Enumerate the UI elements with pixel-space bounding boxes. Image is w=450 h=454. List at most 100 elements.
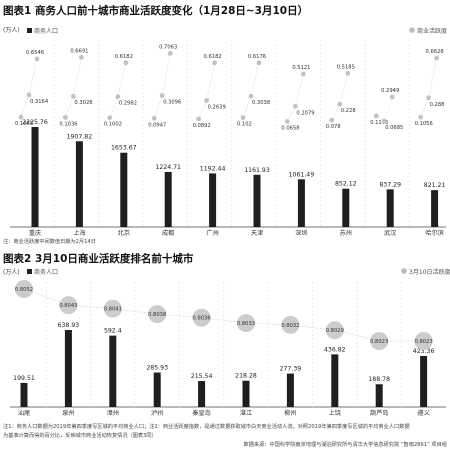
- chart2-bar-遵义: [420, 355, 428, 407]
- chart2-category-label: 泸州: [151, 409, 163, 417]
- chart2-bar-label: 188.78: [368, 376, 390, 383]
- chart1-activity-point: [107, 115, 113, 121]
- chart1-activity-label: 0.1065: [15, 121, 33, 127]
- chart1-legend-dot-swatch: [409, 27, 415, 33]
- chart1-activity-point: [256, 60, 262, 66]
- chart1-bar-武汉: [386, 189, 394, 227]
- chart1-activity-point: [345, 70, 351, 76]
- chart1-activity-label: 0.2639: [208, 104, 226, 110]
- chart1-activity-label: 0.0892: [193, 123, 211, 129]
- chart1-activity-label: 0.102: [237, 122, 252, 128]
- chart2-bar-label: 199.51: [13, 375, 35, 382]
- chart1-bar-广州: [209, 173, 217, 227]
- chart1-bar-label: 1907.82: [67, 133, 93, 140]
- chart2-bar-label: 215.54: [191, 373, 213, 380]
- chart1-activity-label: 0.1176: [370, 120, 388, 126]
- chart1-activity-point: [115, 94, 121, 100]
- chart1-bar-成都: [164, 171, 172, 227]
- chart1-bar-label: 837.29: [379, 181, 401, 188]
- chart1-category-label: 广州: [206, 229, 218, 237]
- chart1-activity-point: [240, 115, 246, 120]
- chart1-activity-point: [212, 60, 218, 66]
- chart1-activity-label: 0.6182: [115, 54, 133, 60]
- chart2-activity-line: [23, 288, 424, 342]
- chart2-activity-label: 0.8038: [148, 312, 166, 318]
- chart2-activity-label: 0.8033: [237, 321, 255, 327]
- chart1-activity-point: [301, 71, 306, 77]
- chart1-activity-line: [242, 62, 260, 118]
- chart2-legend-dot-swatch: [401, 268, 407, 274]
- chart1-activity-point: [389, 94, 395, 100]
- chart1-activity-point: [381, 118, 387, 124]
- chart1-activity-point: [329, 117, 335, 123]
- chart2-bar-label: 436.82: [324, 346, 346, 353]
- chart1-activity-point: [34, 56, 40, 62]
- chart2-category-label: 遵义: [417, 409, 429, 417]
- chart1-activity-line: [198, 62, 215, 120]
- chart1-activity-point: [248, 93, 254, 99]
- chart1-bar-label: 1061.49: [289, 171, 315, 178]
- chart2-activity-point: [148, 305, 167, 324]
- chart1-legend-bar: 商务人口: [34, 27, 58, 35]
- chart2-source: 数据来源：中国科学院南京地理与湖泊研究所与清华大学信息研究院 “智南2861” …: [244, 440, 447, 448]
- chart1-bar-重庆: [31, 127, 39, 227]
- chart1-activity-label: 0.3164: [30, 99, 49, 105]
- chart2-note-line1: 注1：商务人口数据为2019年第四季度写区城的平均商业人口；注2：商业活跃度指数…: [3, 422, 410, 430]
- chart1-activity-point: [373, 113, 379, 119]
- chart2-activity-label: 0.8036: [193, 316, 211, 322]
- chart2-legend-bar-swatch: [27, 269, 32, 274]
- chart1-activity-label: 0.6628: [426, 49, 444, 55]
- chart1-activity-point: [293, 103, 298, 109]
- chart2-category-label: 泉州: [62, 409, 74, 417]
- chart2-bar-湛江: [242, 380, 250, 407]
- chart1-activity-label: 0.5185: [337, 64, 355, 70]
- chart1-legend-dot: 商业活跃度: [417, 27, 447, 35]
- chart1-activity-line: [331, 73, 349, 121]
- chart1-activity-label: 0.6176: [248, 54, 266, 60]
- chart2-category-label: 秦皇岛: [192, 409, 211, 417]
- chart2-bar-柳州: [286, 373, 294, 407]
- chart1-note: 注：商业活跃度中间数值日期为2月14日: [3, 237, 96, 245]
- chart1-activity-label: 0.3096: [163, 100, 181, 106]
- chart2-note-line2: 为基准计算而得的百分比，反映城市商业活动恢复情况（图表3同）: [3, 431, 157, 439]
- chart2-activity-label: 0.8023: [370, 339, 388, 345]
- chart1-activity-label: 0.0658: [281, 125, 299, 131]
- chart1-activity-point: [79, 54, 84, 60]
- chart1-bar-天津: [253, 174, 261, 227]
- chart1-bar-label: 1224.71: [155, 164, 181, 171]
- chart1-bar-label: 821.21: [424, 182, 446, 189]
- chart1-activity-point: [159, 93, 165, 98]
- chart1-category-label: 天津: [251, 229, 263, 237]
- chart2-activity-point: [237, 314, 255, 333]
- chart1-activity-label: 0.6546: [26, 50, 44, 56]
- chart2-bar-label: 218.28: [235, 373, 257, 380]
- chart2-activity-label: 0.8052: [15, 287, 33, 293]
- chart1-bar-label: 1161.93: [244, 167, 270, 174]
- chart1-activity-point: [337, 101, 343, 107]
- chart1-activity-point: [418, 114, 423, 120]
- chart2-activity-label: 0.8032: [281, 323, 299, 329]
- chart1-activity-line: [287, 73, 304, 122]
- chart2-category-label: 湛江: [240, 409, 252, 417]
- chart2-activity-point: [370, 332, 389, 350]
- chart2-bar-葫芦岛: [375, 384, 383, 407]
- chart2-bar-上饶: [331, 354, 339, 407]
- chart1-bar-哈尔滨: [431, 190, 439, 227]
- chart1-bar-label: 1192.44: [200, 165, 226, 172]
- chart2-activity-point: [281, 315, 300, 334]
- chart2-bar-label: 592.4: [104, 328, 122, 335]
- chart2-category-label: 上饶: [329, 409, 341, 417]
- chart1-legend-bar-swatch: [27, 28, 32, 33]
- chart1-activity-point: [123, 60, 129, 66]
- chart2-activity-point: [15, 280, 33, 298]
- chart1-category-label: 上海: [73, 229, 85, 237]
- chart1-bar-label: 2225.76: [22, 119, 48, 126]
- chart1-activity-line: [65, 57, 82, 118]
- chart2-unit: (万人): [3, 269, 20, 276]
- chart1-bar-上海: [75, 141, 83, 227]
- chart1-unit: (万人): [3, 27, 20, 34]
- chart1-bar-深圳: [297, 179, 305, 227]
- chart2-title: 图表2 3月10日商业活跃度排名前十城市: [3, 252, 194, 265]
- chart1-activity-point: [204, 97, 210, 103]
